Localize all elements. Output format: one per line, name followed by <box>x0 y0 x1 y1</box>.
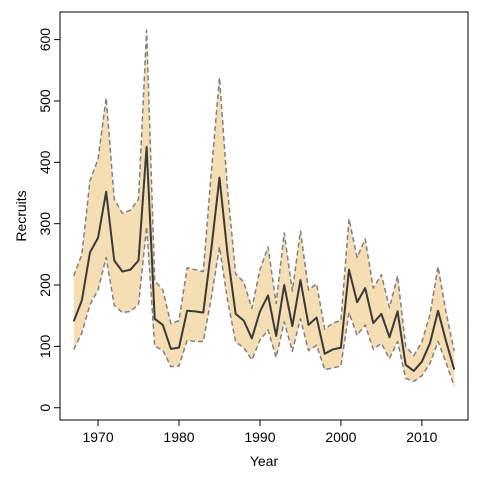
lower-bound-line <box>73 225 455 387</box>
upper-bound-line <box>73 29 455 357</box>
recruits-estimate-line <box>72 145 456 372</box>
x-tick-label: 2000 <box>325 429 356 445</box>
y-tick-label: 400 <box>37 150 53 174</box>
confidence-band <box>73 30 455 387</box>
x-axis: 1970 1980 1990 2000 2010 <box>82 420 438 445</box>
y-tick-label: 300 <box>37 212 53 236</box>
y-tick-label: 500 <box>37 89 53 113</box>
plot-frame <box>59 11 469 421</box>
confidence-band-layer <box>73 30 455 387</box>
y-tick-label: 600 <box>37 28 53 52</box>
y-axis: 0 100 200 300 400 500 600 <box>37 28 60 412</box>
y-tick-label: 0 <box>37 404 53 412</box>
x-tick-label: 1970 <box>82 429 113 445</box>
x-axis-title: Year <box>250 453 279 469</box>
x-tick-label: 1990 <box>244 429 275 445</box>
y-tick-label: 100 <box>37 334 53 358</box>
series-layer <box>72 29 456 387</box>
x-tick-label: 1980 <box>163 429 194 445</box>
x-tick-label: 2010 <box>406 429 437 445</box>
y-axis-title: Recruits <box>13 190 29 241</box>
y-tick-label: 200 <box>37 273 53 297</box>
